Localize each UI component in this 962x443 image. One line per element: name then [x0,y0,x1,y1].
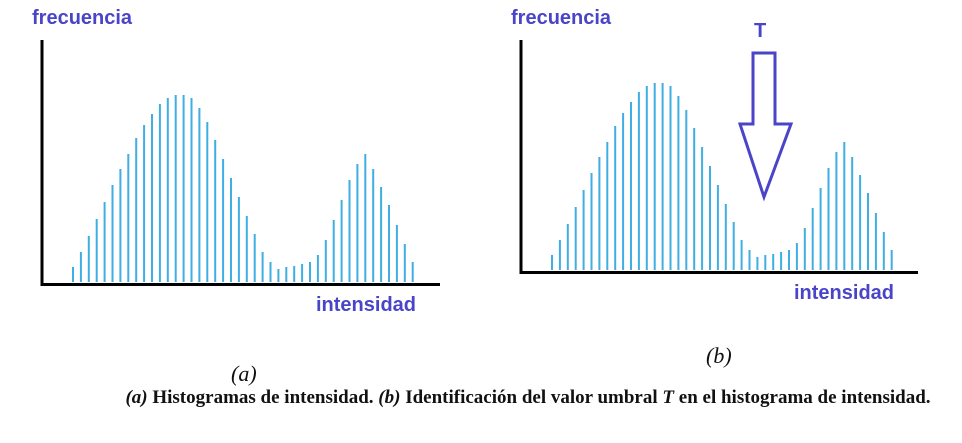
panel-label-b: (b) [706,343,732,368]
y-axis-label-b: frecuencia [511,7,612,29]
x-axis-label-b: intensidad [794,282,894,304]
panel-label-a: (a) [231,361,257,386]
y-axis-label-a: frecuencia [32,7,133,29]
caption-text-a: Histogramas de intensidad. [147,387,379,408]
threshold-arrow-icon [737,51,794,202]
caption-threshold-symbol: T [662,387,675,408]
caption-tag-a: (a) [125,387,148,408]
caption-text-rest: en el histograma de intensidad. [674,387,931,408]
histogram-panel-b: frecuencia T intensidad (b) [511,7,918,368]
caption-text-b: Identificación del valor umbral [400,387,663,408]
bars-a [72,95,414,282]
figure-caption: (a) Histogramas de intensidad. (b) Ident… [100,386,956,410]
caption-tag-b: (b) [378,387,401,408]
threshold-label: T [754,20,766,42]
histogram-panel-a: frecuencia intensidad (a) [32,7,440,386]
x-axis-label-a: intensidad [316,294,416,316]
bars-b [551,83,893,270]
